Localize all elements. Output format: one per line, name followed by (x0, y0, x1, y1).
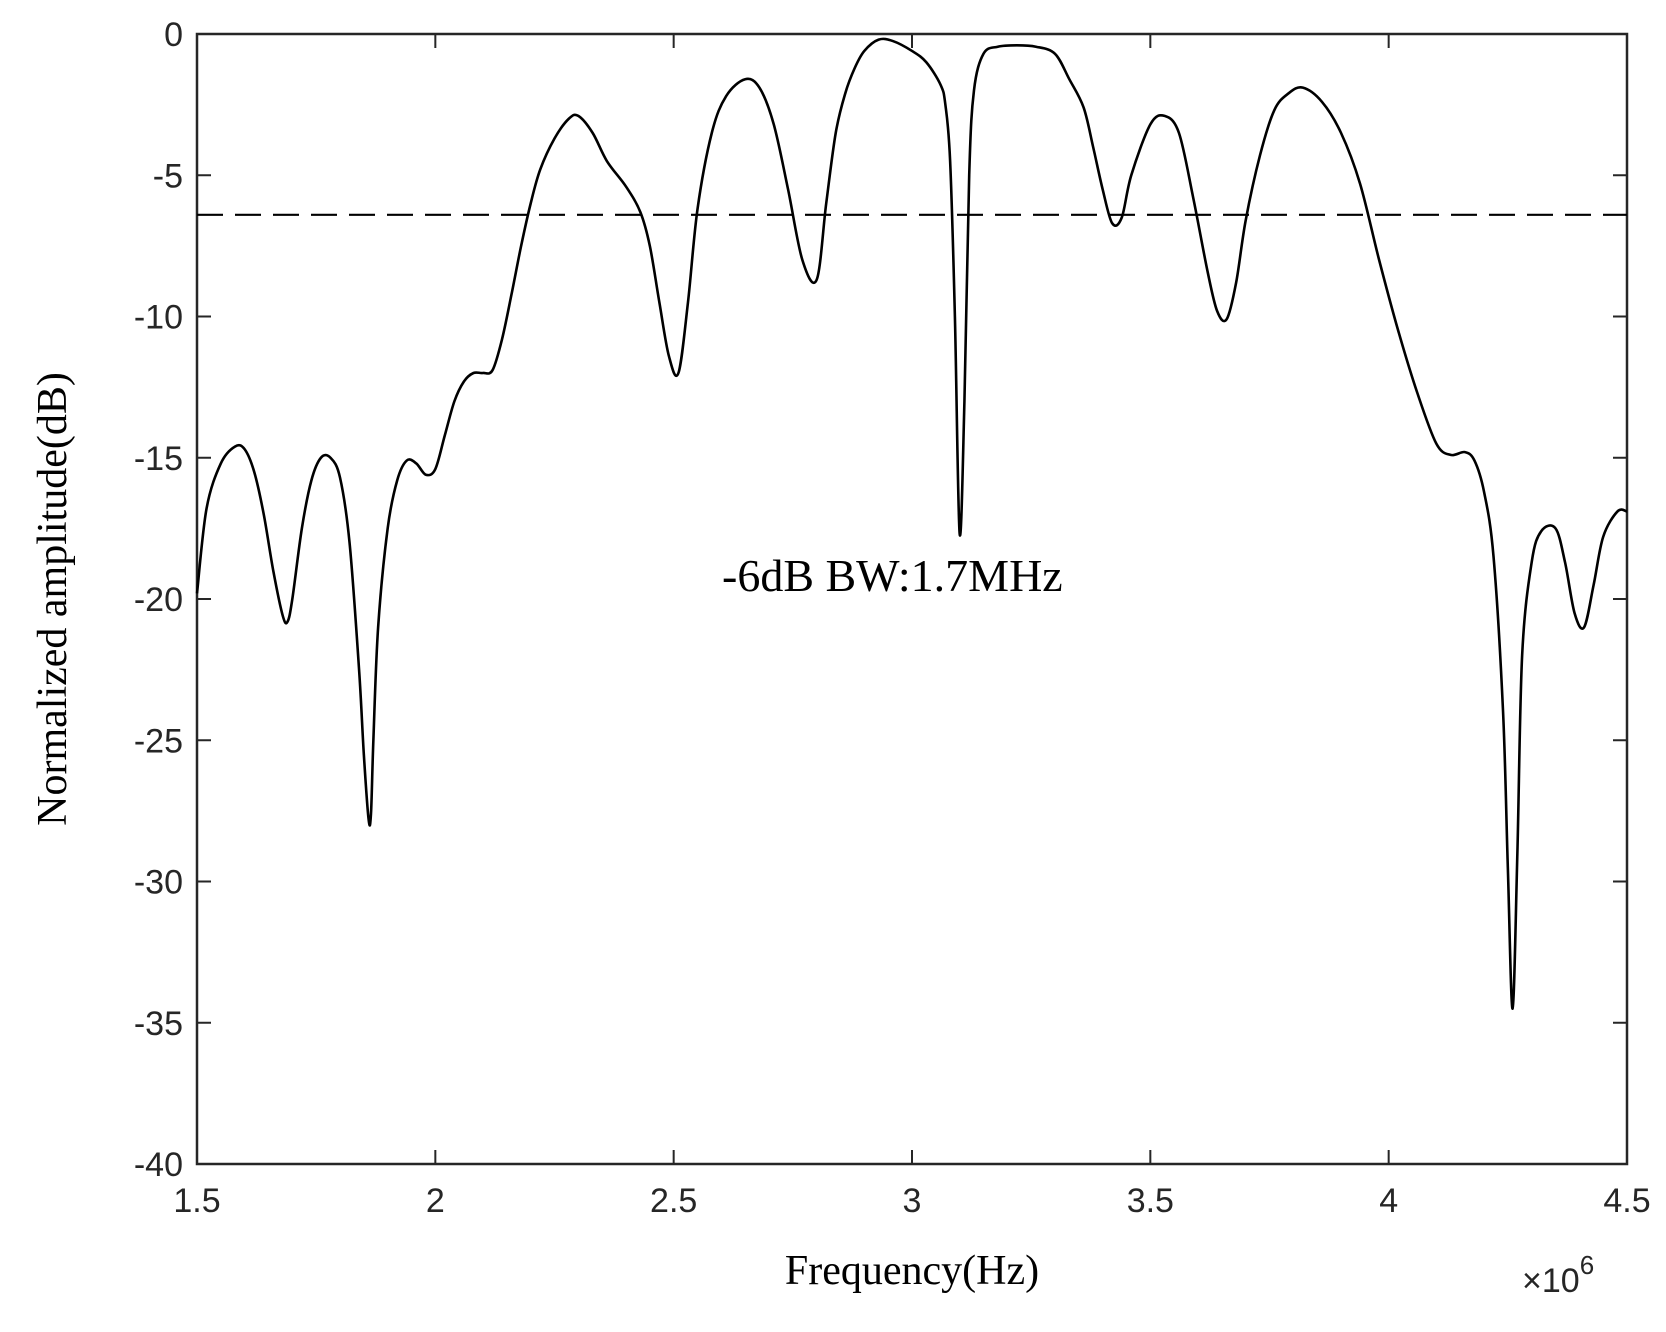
series-layer (195, 37, 1628, 1010)
y-tick-label: -30 (134, 864, 183, 902)
x-tick-label: 1.5 (173, 1182, 220, 1220)
y-tick-label: -40 (134, 1146, 183, 1184)
x-tick-label: 2 (426, 1182, 445, 1220)
ticks-layer: 1.5 2 2.5 3 3.5 4 4.5 0 -5 -10 -15 -20 -25 -30 -35 -40 (134, 16, 1651, 1220)
bandwidth-annotation: -6dB BW:1.7MHz (722, 550, 1063, 601)
x-tick-label: 3 (903, 1182, 922, 1220)
x-tick-label: 2.5 (650, 1182, 697, 1220)
x-axis-multiplier: ×106 (1522, 1250, 1594, 1300)
y-tick-label: -35 (134, 1005, 183, 1043)
plot-area (195, 32, 1629, 1166)
x-axis-multiplier-base: ×10 (1522, 1262, 1580, 1300)
y-tick-label: -20 (134, 581, 183, 619)
y-tick-label: -25 (134, 722, 183, 760)
x-axis-label: Frequency(Hz) (785, 1248, 1039, 1294)
x-axis-multiplier-exponent: 6 (1580, 1250, 1594, 1280)
y-tick-label: -10 (134, 299, 183, 337)
y-axis-label: Normalized amplitude(dB) (30, 372, 76, 826)
x-tick-label: 4.5 (1603, 1182, 1650, 1220)
x-tick-label: 3.5 (1127, 1182, 1174, 1220)
x-tick-label: 4 (1379, 1182, 1398, 1220)
y-tick-label: 0 (164, 16, 183, 54)
y-tick-label: -15 (134, 440, 183, 478)
series-line-0 (195, 37, 1628, 1010)
y-tick-label: -5 (153, 157, 183, 195)
